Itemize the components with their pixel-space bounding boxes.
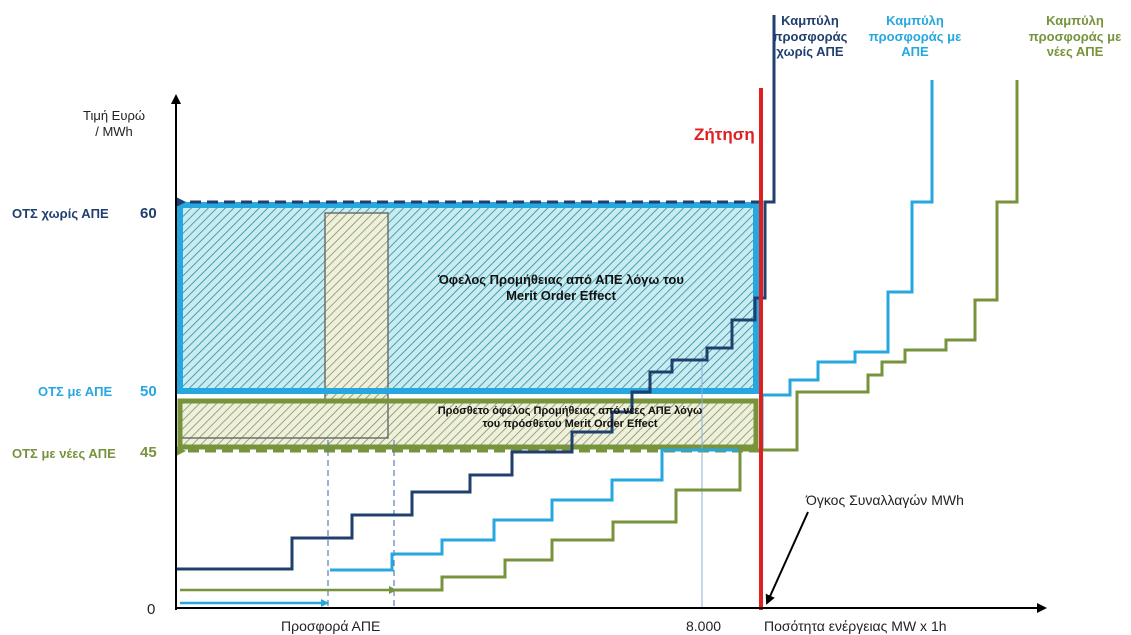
- x-axis-title: Ποσότητα ενέργειας MW x 1h: [764, 618, 947, 634]
- curve-header-without-res: Καμπύλη προσφοράς χωρίς ΑΠΕ: [760, 13, 860, 60]
- curve-header-with-new-res-line1: Καμπύλη: [1046, 13, 1104, 28]
- curve-header-without-res-line1: Καμπύλη: [781, 13, 839, 28]
- curve-header-without-res-line3: χωρίς ΑΠΕ: [776, 44, 844, 60]
- moe-benefit-caption-line1: Όφελος Προμήθειας από ΑΠΕ λόγω του: [438, 272, 684, 287]
- curve-header-with-res-line2: προσφοράς με: [868, 28, 962, 44]
- x-tick-8000: 8.000: [686, 618, 722, 634]
- y-tick-60: 60: [140, 205, 157, 222]
- res-offer-label: Προσφορά ΑΠΕ: [281, 618, 381, 634]
- curve-header-without-res-line2: προσφοράς: [772, 28, 848, 44]
- curve-header-with-new-res-line2: προσφοράς με: [1028, 28, 1122, 44]
- extra-area-border: [177, 398, 759, 450]
- price-label-with-res: ΟΤΣ με ΑΠΕ: [38, 384, 113, 399]
- supply-curve-with-new-res: [395, 80, 1019, 592]
- y-axis-title: Τιμή Ευρώ / MWh: [78, 108, 150, 139]
- curve-header-with-res: Καμπύλη προσφοράς με ΑΠΕ: [860, 13, 970, 60]
- curve-header-with-new-res-line3: νέες ΑΠΕ: [1046, 44, 1104, 60]
- volume-pointer-arrow: [765, 511, 809, 605]
- y-axis-title-line2: / MWh: [95, 123, 133, 139]
- supply-curve-without-res: [176, 15, 776, 571]
- moe-benefit-area: [180, 205, 756, 391]
- volume-label: Όγκος Συναλλαγών MWh: [806, 492, 964, 508]
- moe-benefit-caption-line2: Merit Order Effect: [506, 287, 616, 303]
- price-label-with-new-res: ΟΤΣ με νέες ΑΠΕ: [12, 446, 116, 461]
- curve-header-with-res-line3: ΑΠΕ: [901, 44, 929, 60]
- curve-header-with-new-res: Καμπύλη προσφοράς με νέες ΑΠΕ: [1020, 13, 1130, 60]
- extra-benefit-caption-line1: Πρόσθετο όφελος Προμήθειας από νέες ΑΠΕ …: [437, 405, 703, 417]
- extra-benefit-caption-line2: του πρόσθετου Merit Order Effect: [482, 418, 658, 431]
- y-tick-50: 50: [140, 383, 157, 400]
- curve-header-with-res-line1: Καμπύλη: [886, 13, 944, 28]
- extra-benefit-caption: Πρόσθετο όφελος Προμήθειας από νέες ΑΠΕ …: [400, 405, 740, 431]
- price-label-without-res: ΟΤΣ χωρίς ΑΠΕ: [12, 206, 109, 221]
- demand-label: Ζήτηση: [694, 125, 755, 144]
- y-axis-title-line1: Τιμή Ευρώ: [82, 108, 145, 123]
- y-tick-0: 0: [147, 601, 156, 618]
- moe-benefit-caption: Όφελος Προμήθειας από ΑΠΕ λόγω του Merit…: [396, 272, 726, 303]
- y-tick-45: 45: [140, 444, 157, 461]
